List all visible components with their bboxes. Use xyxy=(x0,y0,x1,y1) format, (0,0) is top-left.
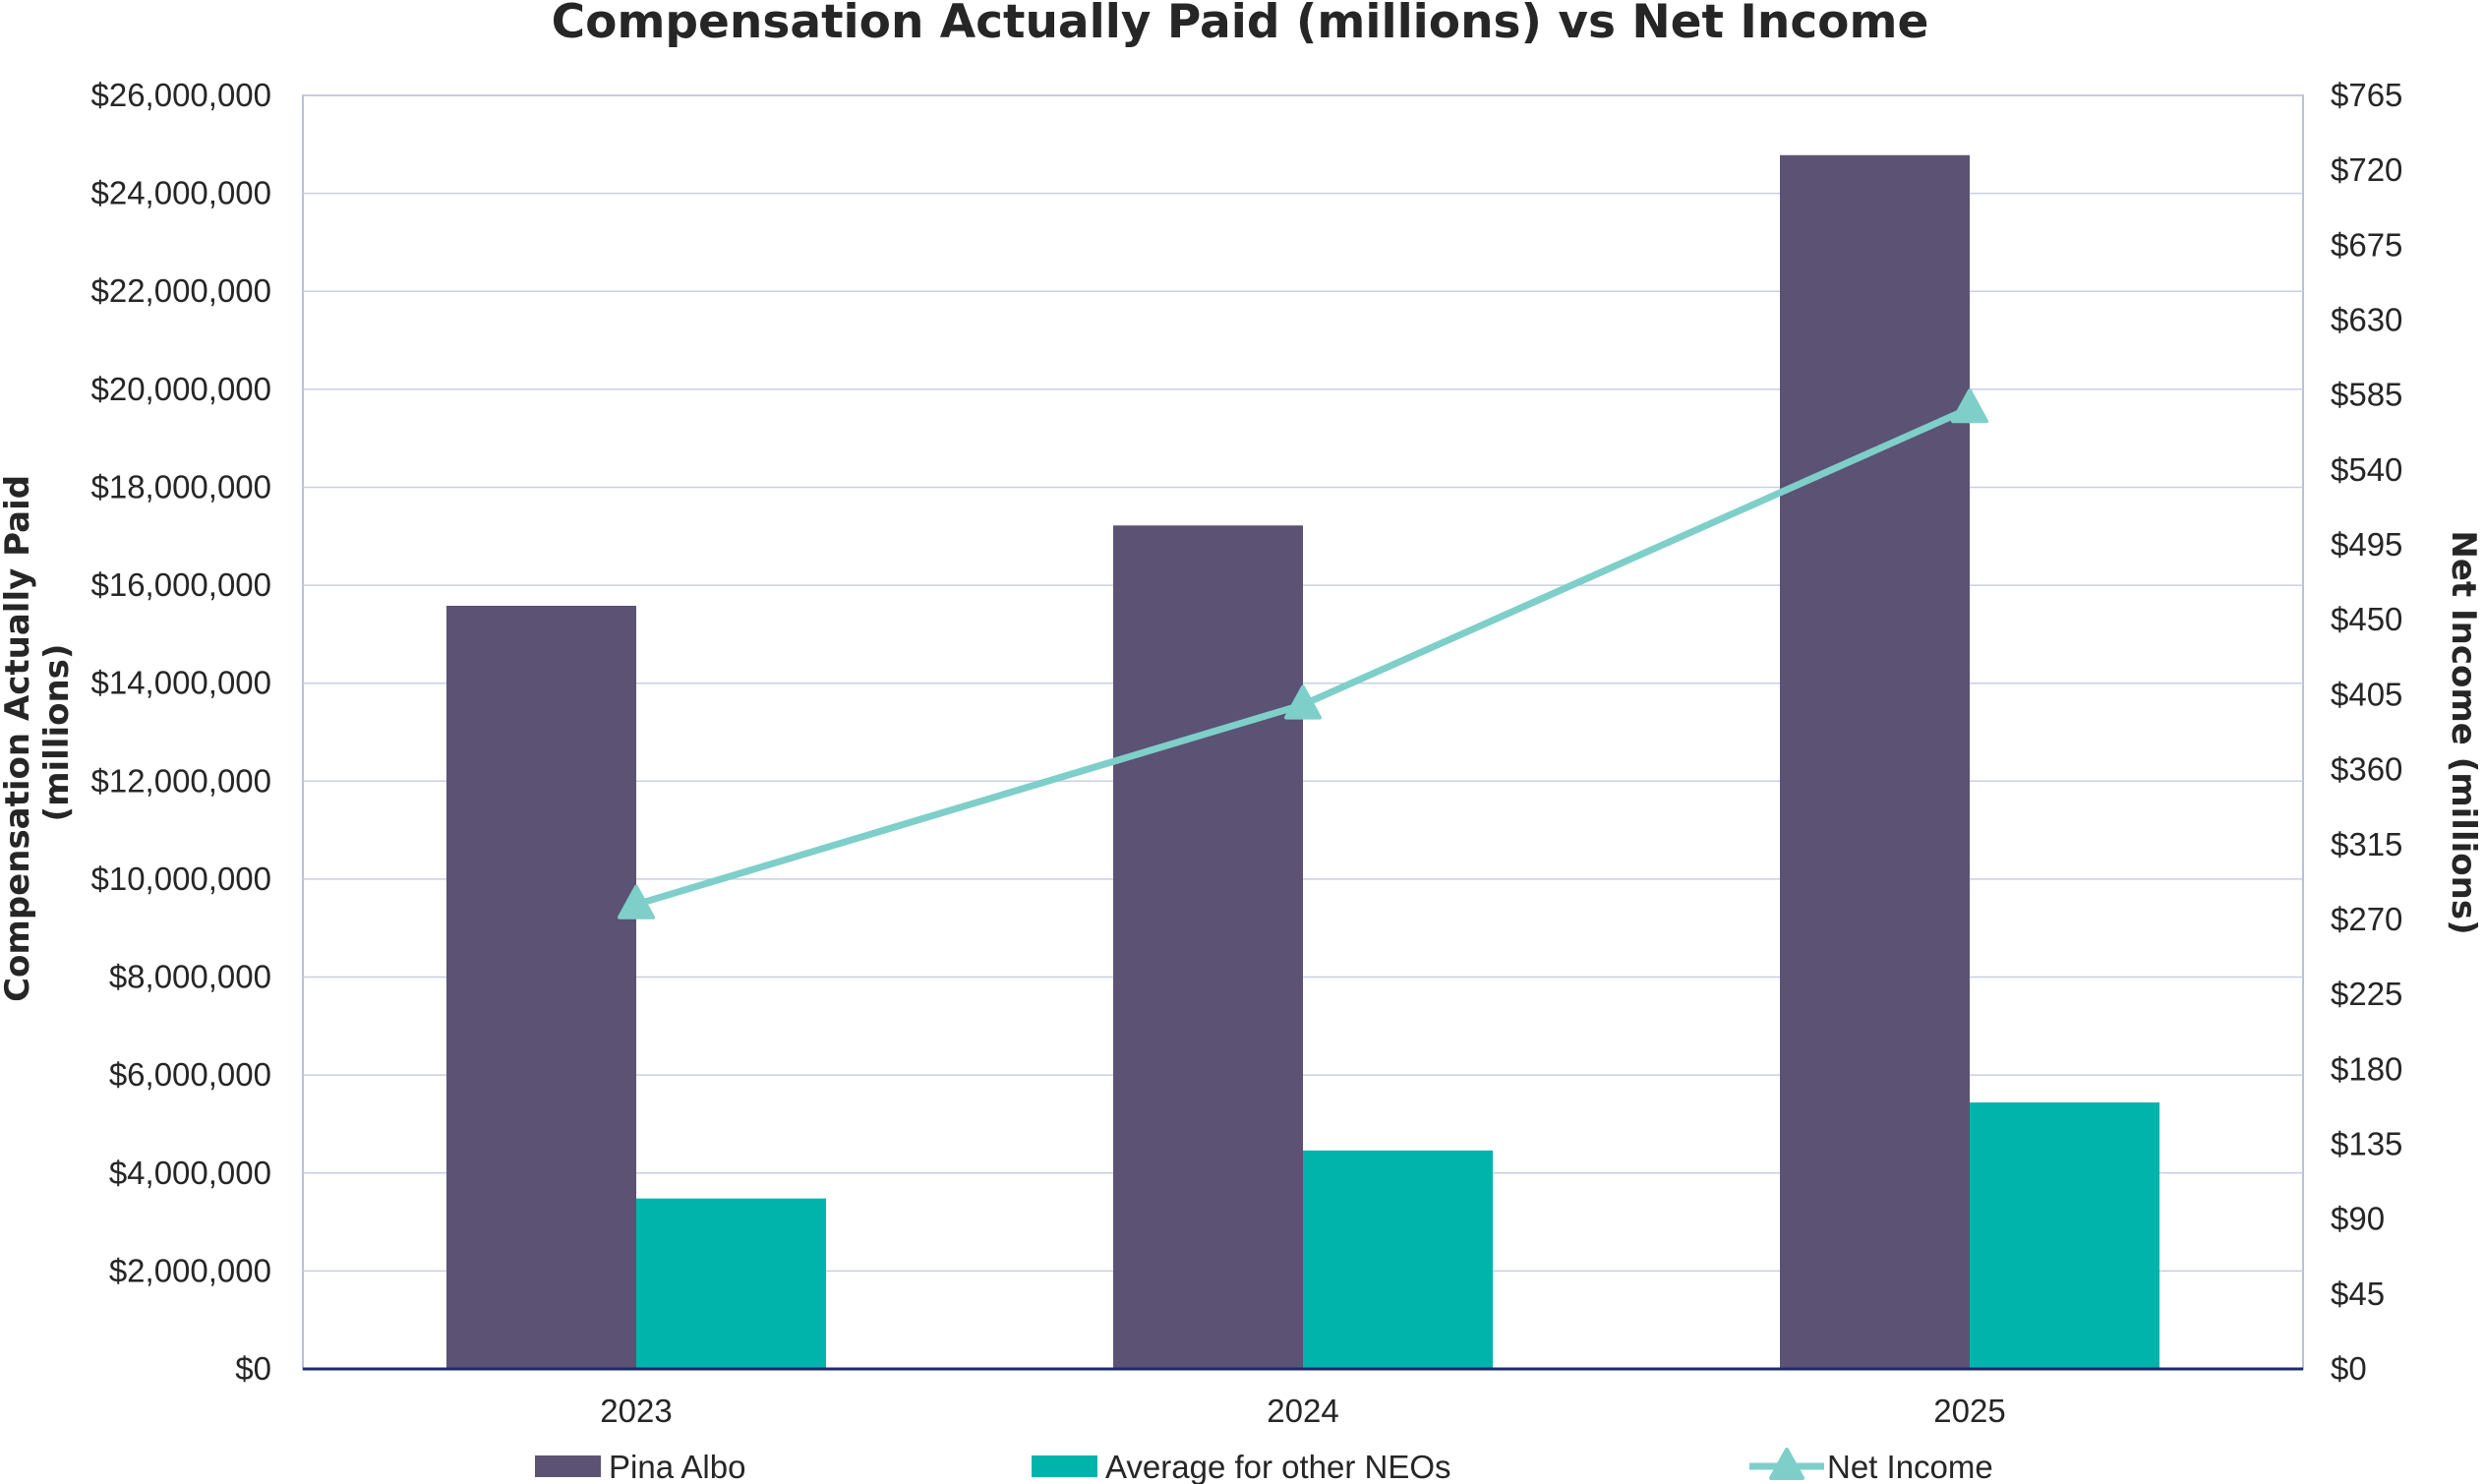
left-tick-label: $6,000,000 xyxy=(109,1056,271,1093)
left-axis-title-line1: Compensation Actually Paid xyxy=(0,475,37,1002)
legend-swatch xyxy=(1032,1455,1097,1477)
legend-label: Average for other NEOs xyxy=(1105,1449,1451,1484)
right-tick-label: $90 xyxy=(2331,1201,2385,1237)
right-tick-label: $675 xyxy=(2331,226,2402,263)
right-tick-label: $225 xyxy=(2331,976,2402,1012)
left-tick-label: $26,000,000 xyxy=(90,77,271,113)
left-tick-label: $18,000,000 xyxy=(90,468,271,505)
right-tick-label: $360 xyxy=(2331,751,2402,788)
x-tick-label: 2023 xyxy=(600,1393,672,1429)
left-axis-title: Compensation Actually Paid (millions) xyxy=(0,463,77,1002)
left-tick-label: $16,000,000 xyxy=(90,566,271,603)
right-tick-label: $630 xyxy=(2331,302,2402,338)
right-tick-label: $720 xyxy=(2331,151,2402,188)
x-tick-label: 2024 xyxy=(1267,1393,1338,1429)
left-tick-label: $2,000,000 xyxy=(109,1252,271,1288)
bar xyxy=(1303,1150,1493,1369)
chart-title: Compensation Actually Paid (millions) vs… xyxy=(552,0,1929,49)
x-axis-ticks: 2023 2024 2025 xyxy=(600,1393,2005,1429)
bar xyxy=(1113,525,1303,1369)
left-tick-label: $12,000,000 xyxy=(90,762,271,799)
bar xyxy=(1970,1102,2159,1369)
left-axis-title-line2: (millions) xyxy=(37,644,77,822)
right-tick-label: $540 xyxy=(2331,451,2402,488)
bar xyxy=(636,1198,826,1369)
right-tick-label: $450 xyxy=(2331,601,2402,637)
left-tick-label: $10,000,000 xyxy=(90,861,271,897)
left-tick-label: $0 xyxy=(235,1350,271,1387)
left-tick-label: $4,000,000 xyxy=(109,1155,271,1191)
legend-label: Pina Albo xyxy=(609,1449,745,1484)
legend: Pina Albo Average for other NEOs Net Incom… xyxy=(535,1448,1993,1484)
left-tick-label: $8,000,000 xyxy=(109,959,271,995)
left-tick-label: $24,000,000 xyxy=(90,175,271,211)
net-income-point xyxy=(618,884,655,920)
right-tick-label: $495 xyxy=(2331,526,2402,563)
left-tick-label: $22,000,000 xyxy=(90,272,271,309)
right-tick-label: $765 xyxy=(2331,77,2402,113)
bar xyxy=(446,605,636,1369)
left-axis-ticks: $0 $2,000,000 $4,000,000 $6,000,000 $8,000,0… xyxy=(90,77,271,1387)
right-tick-label: $270 xyxy=(2331,901,2402,937)
right-axis-ticks: $0 $45 $90 $135 $180 $225 $270 $315 $360 $405 $450… xyxy=(2331,77,2402,1387)
right-tick-label: $405 xyxy=(2331,676,2402,712)
legend-marker xyxy=(1769,1448,1804,1480)
bars xyxy=(446,154,2159,1369)
left-tick-label: $20,000,000 xyxy=(90,371,271,407)
bar xyxy=(1780,154,1970,1369)
net-income-point xyxy=(1951,388,1988,424)
net-income-point xyxy=(1284,684,1322,720)
right-tick-label: $585 xyxy=(2331,377,2402,413)
legend-label: Net Income xyxy=(1827,1449,1993,1484)
line-series xyxy=(618,388,1988,920)
right-tick-label: $135 xyxy=(2331,1125,2402,1161)
right-axis-title: Net Income (millions) xyxy=(2444,530,2483,934)
right-tick-label: $180 xyxy=(2331,1050,2402,1087)
legend-swatch xyxy=(535,1455,601,1477)
right-tick-label: $315 xyxy=(2331,826,2402,862)
right-tick-label: $45 xyxy=(2331,1276,2385,1312)
left-tick-label: $14,000,000 xyxy=(90,665,271,701)
x-tick-label: 2025 xyxy=(1933,1393,2005,1429)
right-tick-label: $0 xyxy=(2331,1350,2367,1387)
